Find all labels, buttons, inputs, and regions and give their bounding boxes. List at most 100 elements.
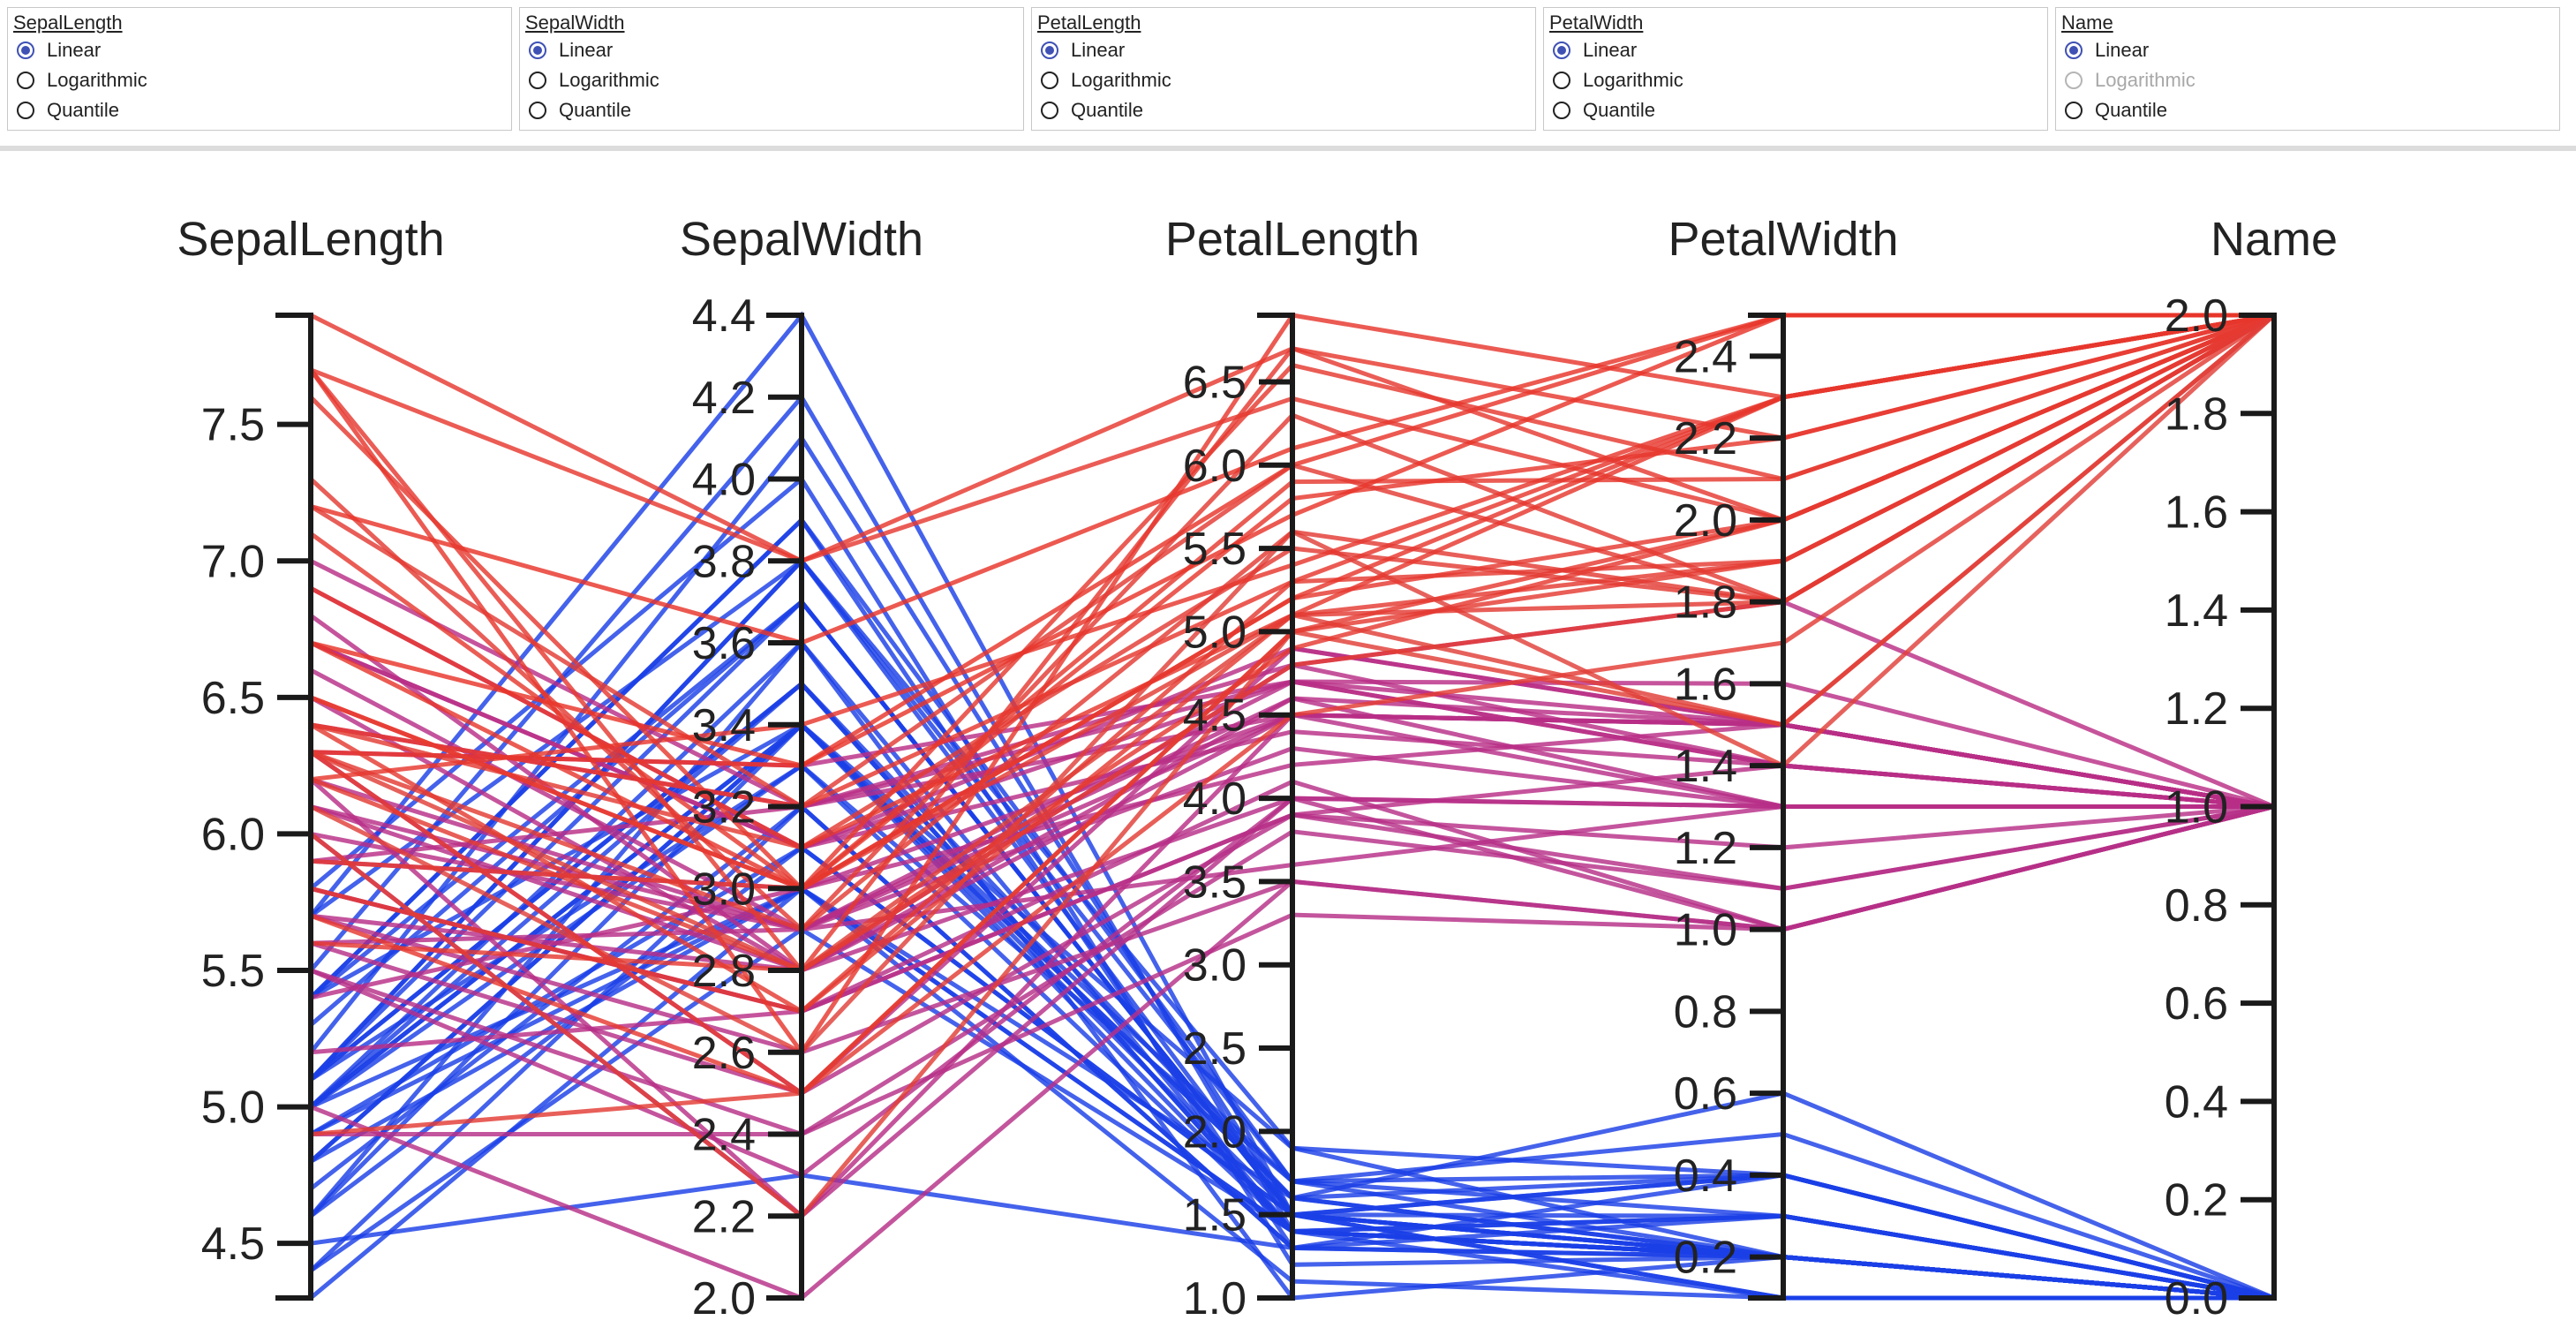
tick-label: 0.6	[1674, 1068, 1737, 1120]
scale-option-linear[interactable]: Linear	[2065, 36, 2149, 64]
tick-label: 0.2	[1674, 1233, 1737, 1284]
tick-label: 1.5	[1183, 1190, 1247, 1241]
radio-button-icon[interactable]	[17, 72, 34, 89]
scale-option-label: Quantile	[2095, 99, 2167, 121]
tick-label: 4.0	[1183, 773, 1247, 825]
tick-label: 7.0	[201, 536, 265, 587]
scale-option-quantile[interactable]: Quantile	[2065, 96, 2167, 124]
scale-option-linear[interactable]: Linear	[1553, 36, 1637, 64]
tick-label: 2.2	[692, 1191, 756, 1242]
scale-panel-sepalwidth: SepalWidth Linear Logarithmic Quantile	[519, 7, 1024, 131]
scale-option-quantile[interactable]: Quantile	[17, 96, 119, 124]
scale-option-label: Logarithmic	[2095, 69, 2196, 91]
scale-option-linear[interactable]: Linear	[1041, 36, 1125, 64]
scale-panel-petallength: PetalLength Linear Logarithmic Quantile	[1031, 7, 1536, 131]
radio-button-icon[interactable]	[529, 41, 546, 59]
scale-option-linear[interactable]: Linear	[17, 36, 101, 64]
axis-title: SepalLength	[177, 213, 444, 266]
scale-option-quantile[interactable]: Quantile	[529, 96, 631, 124]
tick-label: 2.8	[692, 946, 756, 997]
radio-button-icon[interactable]	[2065, 102, 2083, 119]
scale-panel-title: PetalWidth	[1549, 11, 1644, 34]
scale-option-label: Logarithmic	[1071, 69, 1171, 91]
scale-option-linear[interactable]: Linear	[529, 36, 613, 64]
tick-label: 5.0	[1183, 607, 1247, 658]
radio-button-icon[interactable]	[1041, 72, 1058, 89]
tick-label: 3.0	[1183, 940, 1247, 992]
scale-option-label: Quantile	[1071, 99, 1143, 121]
tick-label: 1.8	[1674, 577, 1737, 629]
scale-panel-title: SepalWidth	[525, 11, 625, 34]
tick-label: 5.5	[201, 946, 265, 997]
tick-label: 6.5	[1183, 357, 1247, 408]
tick-label: 0.2	[2165, 1175, 2228, 1226]
axis-petallength[interactable]: PetalLength 1.0 1.5 2.0 2.5 3.0 3.5 4.0 4.5 5.0 5.…	[1165, 213, 1420, 1324]
scale-option-label: Quantile	[1583, 99, 1655, 121]
tick-label: 6.5	[201, 673, 265, 724]
scale-panel-petalwidth: PetalWidth Linear Logarithmic Quantile	[1543, 7, 2048, 131]
scale-option-quantile[interactable]: Quantile	[1041, 96, 1143, 124]
tick-label: 0.8	[2165, 880, 2228, 932]
tick-label: 1.4	[1674, 741, 1737, 792]
radio-button-icon[interactable]	[17, 41, 34, 59]
scale-panel-title: SepalLength	[13, 11, 123, 34]
tick-label: 3.4	[692, 700, 756, 751]
tick-label: 1.8	[2165, 389, 2228, 440]
axis-title: PetalLength	[1165, 213, 1420, 266]
tick-label: 2.0	[1674, 495, 1737, 547]
radio-button-icon[interactable]	[1553, 72, 1570, 89]
tick-label: 1.0	[1674, 905, 1737, 956]
tick-label: 2.6	[692, 1028, 756, 1079]
tick-label: 6.0	[201, 809, 265, 860]
scale-option-label: Quantile	[47, 99, 119, 121]
tick-label: 0.4	[1674, 1151, 1737, 1202]
scale-panel-title: Name	[2061, 11, 2113, 34]
tick-label: 1.4	[2165, 585, 2228, 637]
tick-label: 0.6	[2165, 978, 2228, 1030]
scale-option-label: Logarithmic	[559, 69, 659, 91]
scale-option-logarithmic[interactable]: Logarithmic	[1553, 66, 1683, 94]
axis-sepalwidth[interactable]: SepalWidth 2.0 2.2 2.4 2.6 2.8 3.0 3.2 3.4 3.6 3.8…	[680, 213, 923, 1324]
tick-label: 2.2	[1674, 413, 1737, 464]
axis-petalwidth[interactable]: PetalWidth 0.2 0.4 0.6 0.8 1.0 1.2 1.4 1.6 1.8 2.0…	[1668, 213, 1899, 1301]
radio-button-icon[interactable]	[1553, 41, 1570, 59]
tick-label: 2.0	[2165, 290, 2228, 342]
tick-label: 3.6	[692, 618, 756, 669]
tick-label: 4.4	[692, 290, 756, 342]
axis-title: PetalWidth	[1668, 213, 1898, 266]
radio-button-icon[interactable]	[1041, 41, 1058, 59]
axis-name[interactable]: Name 0.0 0.2 0.4 0.6 0.8 1.0 1.2 1.4 1.6 1.8 2.0	[2165, 213, 2338, 1324]
scale-option-label: Logarithmic	[47, 69, 147, 91]
scale-option-logarithmic[interactable]: Logarithmic	[529, 66, 659, 94]
scale-panel-sepallength: SepalLength Linear Logarithmic Quantile	[7, 7, 512, 131]
radio-button-icon[interactable]	[1553, 102, 1570, 119]
tick-label: 1.6	[1674, 659, 1737, 710]
tick-label: 2.4	[692, 1110, 756, 1161]
axis-sepallength[interactable]: SepalLength 4.5 5.0 5.5 6.0 6.5 7.0 7.5	[177, 213, 445, 1301]
radio-button-icon[interactable]	[529, 72, 546, 89]
scale-option-label: Quantile	[559, 99, 631, 121]
scale-option-label: Linear	[559, 39, 614, 61]
radio-button-icon[interactable]	[2065, 41, 2083, 59]
tick-label: 0.8	[1674, 986, 1737, 1037]
scale-option-logarithmic[interactable]: Logarithmic	[1041, 66, 1171, 94]
radio-button-icon[interactable]	[1041, 102, 1058, 119]
radio-button-icon[interactable]	[17, 102, 34, 119]
tick-label: 3.5	[1183, 856, 1247, 908]
tick-label: 4.5	[1183, 690, 1247, 742]
scale-panel-name: Name Linear Logarithmic Quantile	[2055, 7, 2560, 131]
axes: SepalLength 4.5 5.0 5.5 6.0 6.5 7.0 7.5 SepalWid…	[177, 213, 2338, 1324]
tick-label: 7.5	[201, 400, 265, 451]
radio-button-icon[interactable]	[529, 102, 546, 119]
scale-option-quantile[interactable]: Quantile	[1553, 96, 1655, 124]
tick-label: 1.0	[1183, 1273, 1247, 1324]
axis-title: Name	[2211, 213, 2338, 266]
scale-option-logarithmic: Logarithmic	[2065, 66, 2196, 94]
scale-option-label: Linear	[2095, 39, 2150, 61]
scale-option-logarithmic[interactable]: Logarithmic	[17, 66, 147, 94]
tick-label: 0.0	[2165, 1273, 2228, 1324]
scale-option-label: Linear	[47, 39, 102, 61]
radio-button-icon	[2065, 72, 2083, 89]
tick-label: 1.0	[2165, 782, 2228, 834]
scale-option-label: Linear	[1071, 39, 1126, 61]
